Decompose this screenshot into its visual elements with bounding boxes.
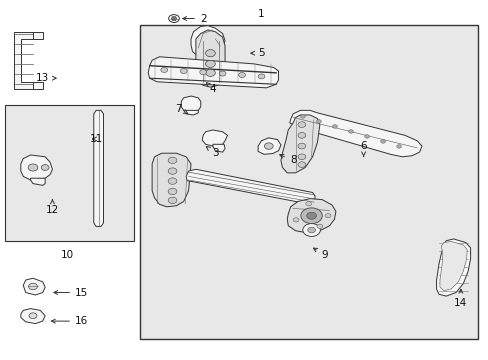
Circle shape [168, 197, 177, 203]
Circle shape [29, 313, 37, 319]
Text: 5: 5 [250, 48, 264, 58]
Circle shape [325, 213, 330, 218]
Text: 10: 10 [61, 250, 73, 260]
Circle shape [297, 154, 305, 159]
Text: 14: 14 [453, 289, 467, 308]
Polygon shape [289, 111, 421, 157]
Text: 7: 7 [175, 104, 187, 113]
Circle shape [168, 157, 177, 163]
Circle shape [168, 188, 177, 195]
Circle shape [168, 168, 177, 174]
Circle shape [168, 178, 177, 184]
Circle shape [396, 145, 401, 148]
Polygon shape [281, 115, 319, 173]
Polygon shape [14, 32, 33, 89]
Polygon shape [202, 130, 227, 146]
Polygon shape [181, 96, 201, 112]
Circle shape [200, 69, 206, 75]
Text: 2: 2 [183, 14, 206, 23]
Polygon shape [436, 239, 469, 296]
Circle shape [168, 15, 179, 22]
Circle shape [316, 224, 322, 228]
Circle shape [171, 17, 176, 20]
Polygon shape [287, 199, 335, 233]
Circle shape [297, 143, 305, 149]
Circle shape [205, 69, 215, 76]
Circle shape [205, 60, 215, 67]
Text: 4: 4 [206, 82, 216, 94]
Circle shape [364, 135, 369, 138]
Circle shape [302, 224, 320, 237]
Circle shape [264, 143, 273, 149]
Circle shape [29, 283, 37, 290]
Polygon shape [33, 82, 42, 89]
Circle shape [348, 130, 353, 133]
Circle shape [316, 120, 321, 123]
Text: 1: 1 [258, 9, 264, 19]
Circle shape [28, 164, 38, 171]
Text: 9: 9 [313, 248, 327, 260]
Circle shape [300, 114, 305, 118]
Text: 16: 16 [51, 316, 88, 326]
Circle shape [180, 68, 187, 73]
Circle shape [306, 212, 316, 219]
Circle shape [292, 218, 298, 222]
Circle shape [297, 122, 305, 127]
Text: 11: 11 [89, 134, 102, 144]
Circle shape [297, 132, 305, 138]
Circle shape [305, 202, 311, 206]
Circle shape [258, 74, 264, 79]
Polygon shape [94, 111, 103, 226]
Polygon shape [152, 153, 191, 207]
Circle shape [297, 162, 305, 167]
Text: 6: 6 [360, 141, 366, 157]
Circle shape [307, 227, 315, 233]
Circle shape [219, 71, 225, 76]
Circle shape [238, 72, 245, 77]
Polygon shape [183, 111, 198, 115]
Polygon shape [186, 169, 314, 204]
Polygon shape [21, 155, 52, 180]
Polygon shape [258, 138, 281, 154]
Bar [5, 105, 134, 241]
Circle shape [161, 67, 167, 72]
Circle shape [205, 50, 215, 57]
Circle shape [380, 140, 385, 143]
Polygon shape [196, 30, 224, 87]
Text: 8: 8 [279, 154, 296, 165]
Polygon shape [191, 26, 224, 59]
Text: 15: 15 [54, 288, 88, 297]
Polygon shape [212, 144, 224, 152]
Polygon shape [21, 309, 45, 324]
Text: 12: 12 [46, 199, 59, 215]
Circle shape [332, 125, 337, 128]
Polygon shape [30, 178, 45, 185]
Circle shape [300, 208, 322, 224]
Bar [140, 24, 477, 339]
Text: 3: 3 [206, 147, 218, 158]
Circle shape [41, 165, 49, 170]
Polygon shape [33, 32, 42, 39]
Polygon shape [148, 57, 278, 88]
Text: 13: 13 [36, 73, 56, 83]
Polygon shape [439, 242, 466, 291]
Polygon shape [23, 278, 45, 295]
